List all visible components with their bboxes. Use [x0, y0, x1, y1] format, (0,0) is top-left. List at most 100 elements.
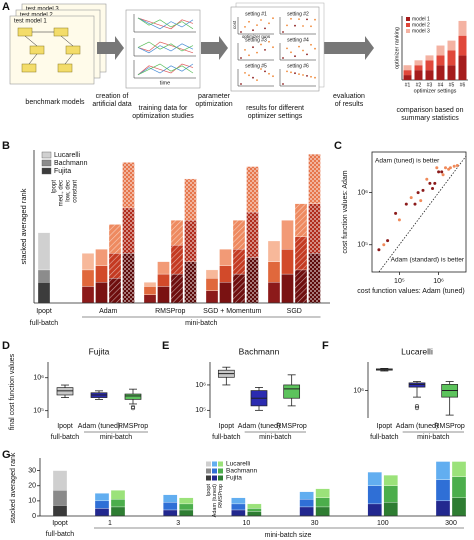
legend-swatch [212, 475, 217, 481]
thumb-dot [240, 31, 242, 33]
thumb-line [137, 43, 194, 54]
batch-label: full-batch [51, 434, 80, 441]
ranking-bar [425, 70, 434, 80]
chart-title: Lucarelli [401, 346, 433, 356]
label: test model 2 [20, 13, 53, 19]
y-tick-label: 10⁶ [195, 382, 206, 389]
legend-label: Lucarelli [226, 461, 250, 468]
thumb-dot [248, 54, 250, 57]
bar-segment [179, 503, 194, 511]
x-tick-label: Adam (tuned) [78, 423, 120, 430]
bar-pattern [246, 212, 259, 258]
bar-pattern [184, 178, 197, 221]
bar-segment [52, 490, 68, 506]
outlier [130, 405, 136, 411]
thumb-dot [306, 53, 308, 56]
x-tick-label: 3 [176, 520, 180, 527]
label: test model 3 [26, 7, 59, 13]
step-label: optimization [195, 101, 232, 108]
bar-pattern [171, 245, 183, 275]
thumb-dot [282, 31, 284, 33]
point [444, 166, 448, 170]
bar-segment [110, 490, 126, 500]
thumb-line [137, 63, 194, 76]
x-tick-label: #5 [449, 82, 455, 88]
optimizer-label: Ipopt [206, 484, 212, 497]
setting-label: low, dec [66, 180, 72, 202]
panel-label: G [2, 449, 11, 461]
y-tick-label: 10⁶ [357, 189, 368, 196]
bar-segment [205, 269, 219, 279]
ranking-bar [447, 40, 456, 51]
point [425, 177, 429, 181]
ranking-bar [425, 55, 434, 61]
bar-segment [267, 240, 281, 262]
model-node [21, 63, 37, 73]
legend-label: Lucarelli [54, 152, 81, 159]
thumb-dot [260, 19, 262, 21]
bar-segment [94, 500, 110, 509]
bar-segment [143, 294, 157, 304]
thumb-dot [248, 74, 250, 77]
bar-segment [52, 505, 68, 517]
ranking-bar [436, 55, 445, 66]
bar-segment [179, 497, 194, 505]
x-tick-label: 10⁵ [394, 278, 405, 285]
annotation: Adam (tuned) is better [375, 158, 440, 165]
thumb-dot [264, 27, 266, 30]
thumb-dot [272, 17, 274, 20]
legend-label: model 3 [412, 28, 430, 34]
bar-pattern [308, 203, 321, 254]
model-card [9, 15, 95, 85]
x-tick-label: 100 [377, 520, 389, 527]
legend-swatch [41, 151, 52, 159]
thumb-axis-label: cost [232, 20, 237, 29]
point [419, 199, 423, 203]
bar-segment [367, 471, 382, 486]
batch-label: full-batch [370, 434, 399, 441]
bar-segment [205, 290, 219, 304]
x-tick-label: 10⁶ [433, 278, 444, 285]
panel-label: E [162, 340, 169, 352]
thumb-dot [268, 40, 270, 43]
legend-swatch [212, 461, 217, 467]
x-tick-label: Ipopt [219, 423, 235, 430]
bar-segment [299, 491, 314, 500]
bar-pattern [233, 220, 245, 250]
bar-segment [367, 485, 382, 505]
point [397, 218, 401, 222]
step-label: optimizer settings [248, 113, 303, 120]
flow-arrow [201, 36, 228, 60]
setting-label: setting #3 [245, 37, 267, 43]
thumb-dot [314, 18, 316, 21]
thumb-dot [290, 17, 292, 20]
y-tick-label: 10⁵ [33, 408, 44, 415]
legend-label: Bachmann [54, 160, 88, 167]
thumb-dot [264, 70, 266, 73]
model-node [53, 27, 69, 37]
point [382, 243, 386, 247]
step-label: comparison based on [397, 107, 464, 114]
point [440, 170, 444, 174]
bar-segment [247, 508, 262, 512]
bar-pattern [184, 261, 197, 303]
bar-segment [315, 497, 330, 508]
x-tick-label: Ipopt [377, 423, 393, 430]
thumb-dot [264, 49, 266, 51]
ranking-bar [436, 65, 445, 80]
bar-pattern [109, 253, 121, 279]
group-label: Ipopt [36, 308, 52, 315]
step-label: evaluation [333, 93, 365, 100]
thumb-dot [256, 51, 258, 54]
batch-label: mini-batch [417, 434, 449, 441]
bar-pattern [295, 269, 307, 303]
bar-segment [435, 479, 451, 502]
step-label: artificial data [92, 101, 131, 108]
bar-segment [315, 488, 330, 498]
bar-pattern [122, 207, 135, 254]
bar-pattern [122, 162, 135, 208]
x-tick-label: #2 [416, 82, 422, 88]
bar-segment [157, 261, 170, 275]
thumb-dot [294, 24, 296, 27]
